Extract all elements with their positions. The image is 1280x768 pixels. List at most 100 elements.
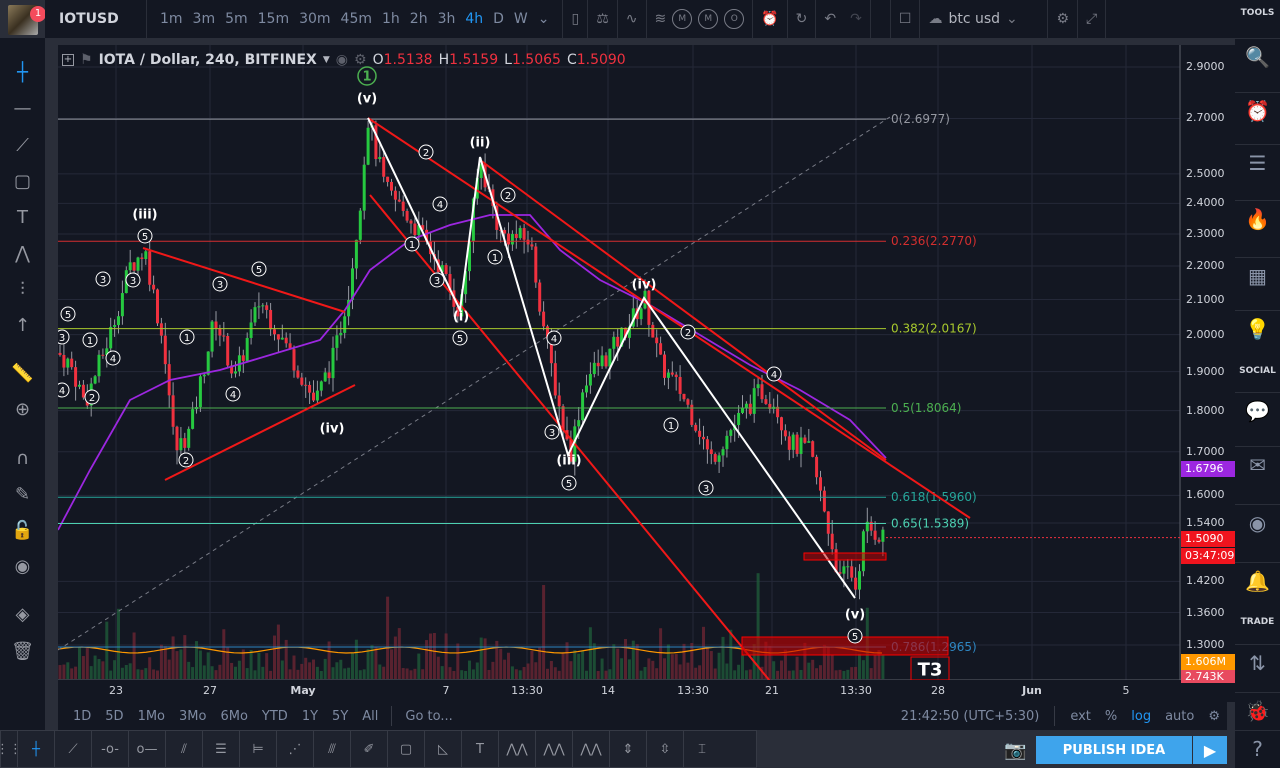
wave-label[interactable]: T3: [918, 659, 943, 680]
magnet-icon[interactable]: ∩: [15, 447, 30, 469]
subwave-marker[interactable]: [418, 144, 434, 160]
pattern-icon[interactable]: ⋀: [15, 242, 30, 264]
legend-settings-icon[interactable]: ⚙: [354, 52, 367, 68]
range-1Y[interactable]: 1Y: [301, 708, 319, 724]
range-All[interactable]: All: [362, 708, 379, 724]
timeframe-30m[interactable]: 30m: [299, 11, 331, 27]
text-tool-icon[interactable]: T: [461, 731, 498, 767]
wave-label[interactable]: (ii): [470, 136, 491, 151]
snapshot-camera-icon[interactable]: 📷: [1004, 740, 1027, 761]
parallel-lines-icon[interactable]: ⫻: [313, 731, 350, 767]
arrow-up-icon[interactable]: ↑: [14, 314, 31, 336]
rectangle-tool-icon[interactable]: ▢: [387, 731, 424, 767]
fullscreen-icon[interactable]: ⤢: [1078, 0, 1107, 38]
layers-icon[interactable]: ◈: [15, 603, 30, 625]
ruler-icon[interactable]: 📏: [11, 362, 34, 384]
range-YTD[interactable]: YTD: [261, 708, 288, 724]
timeframe-1h[interactable]: 1h: [382, 11, 400, 27]
play-icon[interactable]: ▶: [1193, 736, 1227, 764]
indicator-o-button[interactable]: O: [724, 9, 745, 29]
range-5D[interactable]: 5D: [105, 708, 124, 724]
trend-lines-icon[interactable]: ⟋: [16, 134, 29, 156]
wave-label[interactable]: (iii): [556, 454, 581, 469]
range-3Mo[interactable]: 3Mo: [179, 708, 207, 724]
timeframe-D[interactable]: D: [493, 11, 504, 27]
data-window-icon[interactable]: ☰: [1235, 144, 1280, 180]
zoom-in-icon[interactable]: ⊕: [14, 398, 31, 420]
trend-line-tool-icon[interactable]: ⟋: [54, 731, 91, 767]
subwave-marker[interactable]: [500, 187, 516, 203]
subwave-marker[interactable]: [105, 350, 121, 366]
date-range-icon[interactable]: ⌶: [683, 731, 720, 767]
timeframe-5m[interactable]: 5m: [225, 11, 248, 27]
support-zone-box[interactable]: [741, 636, 949, 656]
wave-label[interactable]: (i): [453, 310, 469, 325]
trading-arrows-icon[interactable]: ⇅: [1235, 644, 1280, 680]
redo-icon[interactable]: ↷: [850, 11, 862, 27]
trend-line[interactable]: [164, 384, 356, 481]
subwave-marker[interactable]: [82, 332, 98, 348]
layout-button[interactable]: ☁ btc usd ⌄: [920, 0, 1049, 38]
timeframe-45m[interactable]: 45m: [340, 11, 372, 27]
range-5Y[interactable]: 5Y: [332, 708, 349, 724]
watchlist-search-icon[interactable]: 🔍: [1235, 38, 1280, 74]
subwave-marker[interactable]: [544, 424, 560, 440]
subwave-marker[interactable]: [178, 452, 194, 468]
timeframe-W[interactable]: W: [513, 11, 528, 27]
trend-line[interactable]: [142, 247, 346, 313]
indicators-button[interactable]: ∿: [618, 0, 647, 38]
brush-icon[interactable]: ✐: [350, 731, 387, 767]
horizontal-line-tool-icon[interactable]: o—: [128, 731, 165, 767]
help-icon[interactable]: ?: [1235, 730, 1280, 766]
trend-line[interactable]: [367, 117, 971, 519]
short-position-icon[interactable]: ⇳: [646, 731, 683, 767]
wave-label[interactable]: (iii): [132, 208, 157, 223]
flag-icon[interactable]: ⚑: [80, 52, 93, 68]
private-messages-icon[interactable]: ✉: [1235, 446, 1280, 482]
indicators-templates-icon[interactable]: ≋: [654, 11, 667, 27]
trash-icon[interactable]: 🗑: [11, 640, 34, 662]
subwave-marker[interactable]: [847, 628, 863, 644]
triangle-tool-icon[interactable]: ◺: [424, 731, 461, 767]
subwave-marker[interactable]: [487, 249, 503, 265]
chart-pane[interactable]: 0(2.6977) 0.236(2.2770) 0.382(2.0167) 0.5(1…: [58, 45, 1235, 681]
axis-settings-icon[interactable]: ⚙: [1208, 708, 1220, 724]
indicator-m2-button[interactable]: M: [698, 9, 719, 29]
lock-draw-icon[interactable]: ✎: [14, 483, 31, 505]
elliott-impulse-icon[interactable]: ⋀⋀: [498, 731, 535, 767]
subwave-marker[interactable]: [58, 329, 70, 345]
calendar-icon[interactable]: ▦: [1235, 257, 1280, 293]
support-zone-small[interactable]: [803, 552, 887, 561]
symbol-title[interactable]: IOTA / Dollar, 240, BITFINEX: [98, 52, 317, 68]
elliott-correction-icon[interactable]: ⋀⋀: [535, 731, 572, 767]
horizontal-line-icon[interactable]: —: [13, 97, 32, 119]
lock-icon[interactable]: 🔓: [11, 519, 34, 541]
subwave-marker[interactable]: [404, 236, 420, 252]
timeframe-1m[interactable]: 1m: [160, 11, 183, 27]
subwave-marker[interactable]: [212, 276, 228, 292]
symbol-search[interactable]: IOTUSD: [45, 0, 147, 38]
clock[interactable]: 21:42:50 (UTC+5:30): [900, 708, 1040, 724]
goto-button[interactable]: Go to...: [405, 708, 453, 724]
alarm-clock-icon[interactable]: ⏰: [1235, 92, 1280, 128]
subwave-marker[interactable]: [432, 196, 448, 212]
crosshair-icon[interactable]: ┼: [17, 61, 28, 83]
bug-report-icon[interactable]: 🐞: [1235, 692, 1280, 728]
parallel-channel-icon[interactable]: ⫽: [165, 731, 202, 767]
prediction-icon[interactable]: ⫶: [20, 278, 25, 300]
dropdown-icon[interactable]: ▼: [322, 55, 330, 65]
fib-retracement-icon[interactable]: ☰: [202, 731, 239, 767]
publish-idea-button[interactable]: PUBLISH IDEA: [1036, 736, 1192, 764]
subwave-marker[interactable]: [546, 330, 562, 346]
subwave-marker[interactable]: [84, 389, 100, 405]
range-1D[interactable]: 1D: [73, 708, 92, 724]
visibility-icon[interactable]: ◉: [335, 52, 348, 68]
trend-line[interactable]: [369, 194, 771, 681]
time-axis[interactable]: [58, 680, 1235, 702]
timeframe-3m[interactable]: 3m: [192, 11, 216, 27]
hotlist-flame-icon[interactable]: 🔥: [1235, 200, 1280, 236]
subwave-marker[interactable]: [58, 382, 70, 398]
range-6Mo[interactable]: 6Mo: [220, 708, 248, 724]
eye-icon[interactable]: ◉: [14, 555, 31, 577]
pitchfork-icon[interactable]: ⋰: [276, 731, 313, 767]
